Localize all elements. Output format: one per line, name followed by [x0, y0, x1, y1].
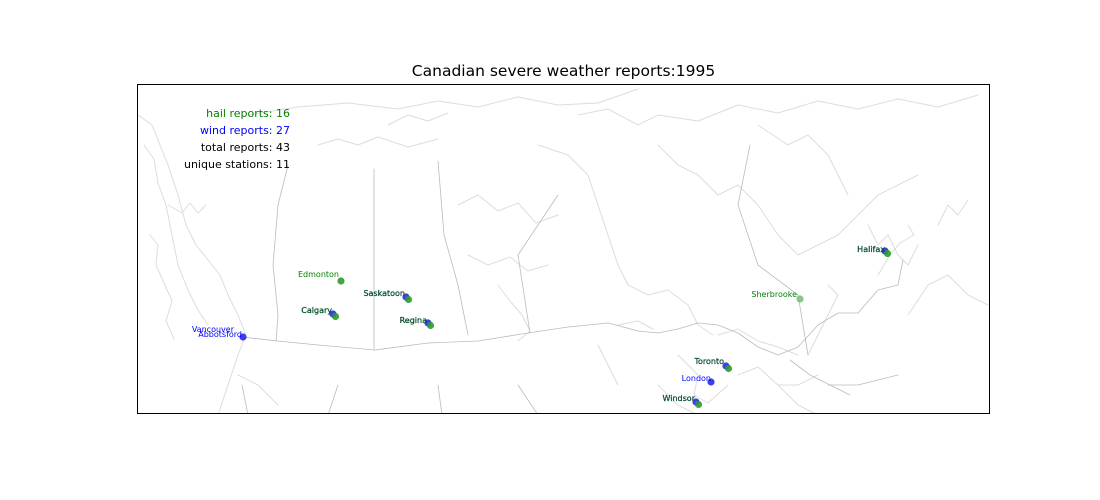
station-label-regina: Regina	[400, 316, 427, 325]
station-markers: Edmonton Saskatoon Calgary Regina VancouverA…	[192, 245, 892, 409]
station-label-windsor: Windsor	[663, 394, 696, 403]
station-marker-sherbrooke	[796, 295, 804, 303]
station-label-abbotsford: Abbotsford	[198, 330, 242, 339]
station-label-saskatoon: Saskatoon	[363, 289, 405, 298]
station-label-halifax: Halifax	[857, 245, 885, 254]
station-label-london: London	[682, 374, 711, 383]
hail-reports-count: hail reports: 16	[206, 107, 290, 120]
station-label-sherbrooke: Sherbrooke	[751, 290, 797, 299]
total-reports-count: total reports: 43	[200, 141, 290, 154]
station-marker-saskatoon	[404, 295, 413, 304]
unique-stations-count: unique stations: 11	[183, 158, 290, 171]
station-label-toronto: Toronto	[693, 357, 724, 366]
station-label-calgary: Calgary	[301, 306, 332, 315]
station-marker-windsor	[694, 400, 703, 409]
station-label-edmonton: Edmonton	[298, 270, 339, 279]
station-marker-toronto	[724, 364, 733, 373]
station-marker-abbotsford	[239, 333, 247, 341]
station-marker-calgary	[331, 312, 340, 321]
station-marker-halifax	[883, 249, 892, 258]
coastlines	[138, 88, 989, 413]
borders	[241, 144, 904, 413]
station-marker-edmonton	[337, 277, 345, 285]
station-label-vancouver: Vancouver	[192, 325, 235, 334]
basemap: Edmonton Saskatoon Calgary Regina VancouverA…	[138, 88, 989, 413]
station-marker-regina	[426, 321, 435, 330]
map-frame: Edmonton Saskatoon Calgary Regina Vancouver A…	[137, 84, 990, 414]
map-title: Canadian severe weather reports:1995	[411, 62, 716, 80]
wind-reports-count: wind reports: 27	[199, 124, 290, 137]
station-marker-london	[707, 378, 715, 386]
